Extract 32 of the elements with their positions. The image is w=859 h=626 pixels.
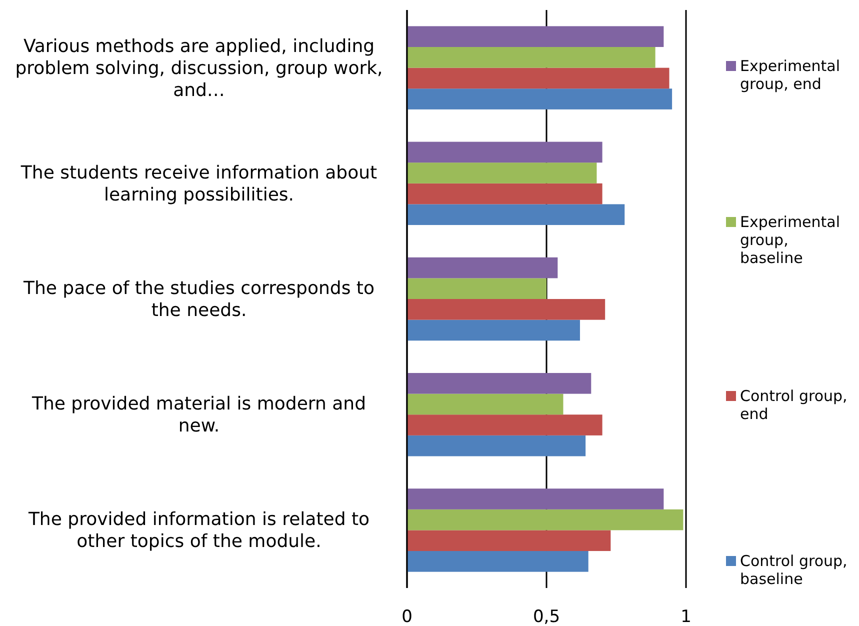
x-tick-label: 1 — [680, 607, 692, 626]
x-tick-label: 0 — [402, 607, 412, 626]
bar — [407, 551, 588, 572]
legend-label: Control group, end — [740, 387, 848, 423]
bar — [407, 88, 672, 110]
y-tick-label: The pace of the studies corresponds to the needs. — [22, 278, 375, 321]
bar — [407, 142, 602, 163]
y-tick-label: The provided information is related to other topics of the module. — [27, 509, 370, 552]
bar — [407, 68, 670, 89]
bar — [407, 26, 664, 47]
bar — [407, 320, 580, 341]
bar — [407, 299, 606, 320]
bar — [407, 509, 684, 530]
bar — [407, 162, 597, 184]
legend-label: Experimental group, end — [740, 57, 840, 93]
bar — [407, 183, 602, 204]
bar — [407, 46, 656, 68]
y-tick-label: Various methods are applied, including problem solving, discussion, group work, and… — [15, 36, 383, 101]
bar — [407, 278, 546, 299]
bar — [407, 435, 586, 456]
legend-label: Experimental group, baseline — [740, 213, 840, 267]
bar — [407, 530, 611, 552]
y-tick-label: The students receive information about learning possibilities. — [20, 162, 378, 206]
legend-label: Control group, baseline — [740, 552, 848, 588]
x-tick-label: 0,5 — [532, 607, 560, 626]
bar — [407, 394, 564, 415]
y-tick-label: The provided material is modern and new. — [30, 394, 366, 437]
bar — [407, 372, 592, 394]
bar — [407, 204, 625, 226]
bar — [407, 257, 558, 278]
bar — [407, 414, 602, 436]
bar — [407, 488, 664, 510]
